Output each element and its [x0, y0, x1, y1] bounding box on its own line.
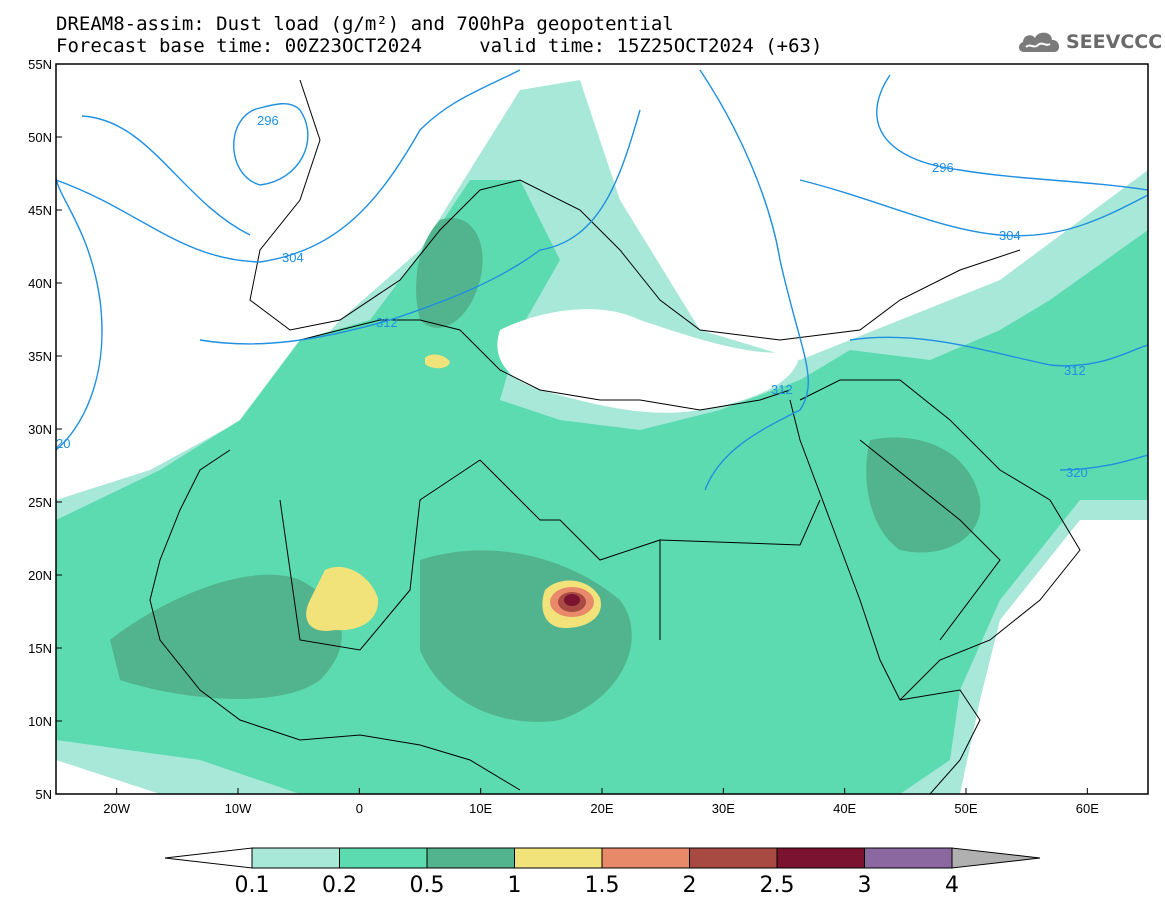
lat-tick-label: 35N [28, 349, 52, 364]
lat-axis: 55N 50N 45N 40N 35N 30N 25N 20N 15N 10N 5N [28, 57, 62, 802]
coastline-arabia [799, 379, 1081, 701]
lat-tick-label: 5N [35, 787, 52, 802]
logo-text: SEEVCCC [1066, 31, 1163, 53]
colorbar-segment [339, 847, 428, 869]
lat-tick-label: 20N [28, 568, 52, 583]
colorbar-label: 2.5 [760, 873, 795, 898]
mediterranean-clear [497, 309, 800, 413]
contour-304-east [799, 179, 1148, 237]
border-4 [859, 439, 1001, 641]
title-line-2: Forecast base time: 00Z23OCT2024 valid t… [56, 35, 823, 57]
contour-label: 312 [376, 315, 398, 330]
contour-label: 312 [1064, 363, 1086, 378]
colorbar-label: 0.1 [235, 873, 270, 898]
coastline-north-africa [299, 319, 791, 411]
border-3 [659, 499, 821, 546]
contour-label: 304 [999, 228, 1021, 243]
contour-320-east [1059, 454, 1148, 471]
coastlines [149, 79, 1081, 794]
lon-tick-label: 0 [356, 801, 363, 816]
lat-tick-label: 25N [28, 495, 52, 510]
lon-tick-label: 10E [469, 801, 492, 816]
colorbar-label: 2 [683, 873, 697, 898]
dust-area-yellow-3 [425, 354, 450, 369]
colorbar-min-arrow [164, 847, 253, 869]
lat-tick-label: 55N [28, 57, 52, 72]
title-line-1: DREAM8-assim: Dust load (g/m²) and 700hP… [56, 13, 674, 35]
contour-label: 296 [932, 160, 954, 175]
border-1 [279, 459, 481, 651]
coastline-horn [899, 689, 981, 794]
colorbar-segment [776, 847, 865, 869]
contour-label: 296 [257, 113, 279, 128]
contour-304-west [56, 69, 521, 263]
coastline-red-sea [789, 399, 901, 701]
lat-tick-label: 10N [28, 714, 52, 729]
colorbar: 0.1 0.2 0.5 1 1.5 2 2.5 3 4 [164, 847, 1041, 898]
dust-core-2.5 [564, 594, 580, 606]
lat-tick-label: 40N [28, 276, 52, 291]
dust-area-dark-2 [866, 437, 981, 553]
contour-296-west [81, 115, 251, 236]
contour-312-west [56, 177, 103, 451]
colorbar-max-arrow [951, 847, 1041, 869]
seevccc-logo: SEEVCCC [1016, 26, 1162, 58]
lon-tick-label: 10W [225, 801, 252, 816]
colorbar-segment [689, 847, 778, 869]
geopotential-contours [56, 69, 1148, 491]
contour-312-mid [199, 109, 641, 345]
border-2 [479, 459, 661, 640]
colorbar-label: 0.2 [322, 873, 357, 898]
colorbar-segment [251, 847, 340, 869]
colorbar-label: 4 [945, 873, 959, 898]
colorbar-label: 3 [858, 873, 872, 898]
colorbar-label: 1.5 [585, 873, 620, 898]
lon-tick-label: 60E [1076, 801, 1099, 816]
lat-tick-label: 30N [28, 422, 52, 437]
colorbar-label: 1 [508, 873, 522, 898]
contour-label: 20 [56, 436, 70, 451]
lat-tick-label: 45N [28, 203, 52, 218]
lat-tick-label: 50N [28, 130, 52, 145]
lon-axis: 20W 10W 0 10E 20E 30E 40E 50E 60E [103, 788, 1099, 816]
contour-296-circle [233, 103, 309, 186]
lat-tick-label: 15N [28, 641, 52, 656]
lon-tick-label: 20W [103, 801, 130, 816]
dust-area-dark-4 [416, 218, 483, 328]
dust-fields [56, 80, 1148, 794]
lon-tick-label: 20E [590, 801, 613, 816]
colorbar-segment [426, 847, 515, 869]
coastline-europe [249, 79, 1021, 341]
colorbar-label: 0.5 [410, 873, 445, 898]
contour-labels: 296 304 312 20 296 304 312 320 312 [56, 113, 1088, 480]
coastline-west-africa [149, 449, 521, 791]
dust-area-dark-1 [110, 574, 342, 699]
cloud-icon [1018, 32, 1060, 52]
contour-label: 312 [771, 382, 793, 397]
dust-area-yellow-1 [306, 566, 379, 631]
contour-296-east [876, 74, 1148, 191]
colorbar-segment [864, 847, 953, 869]
colorbar-segment [514, 847, 603, 869]
contour-label: 320 [1066, 465, 1088, 480]
lon-tick-label: 30E [712, 801, 735, 816]
contour-east-a [699, 69, 809, 491]
contour-312-east [849, 336, 1148, 367]
contour-label: 304 [282, 250, 304, 265]
lon-tick-label: 40E [833, 801, 856, 816]
lon-tick-label: 50E [954, 801, 977, 816]
colorbar-segment [601, 847, 690, 869]
